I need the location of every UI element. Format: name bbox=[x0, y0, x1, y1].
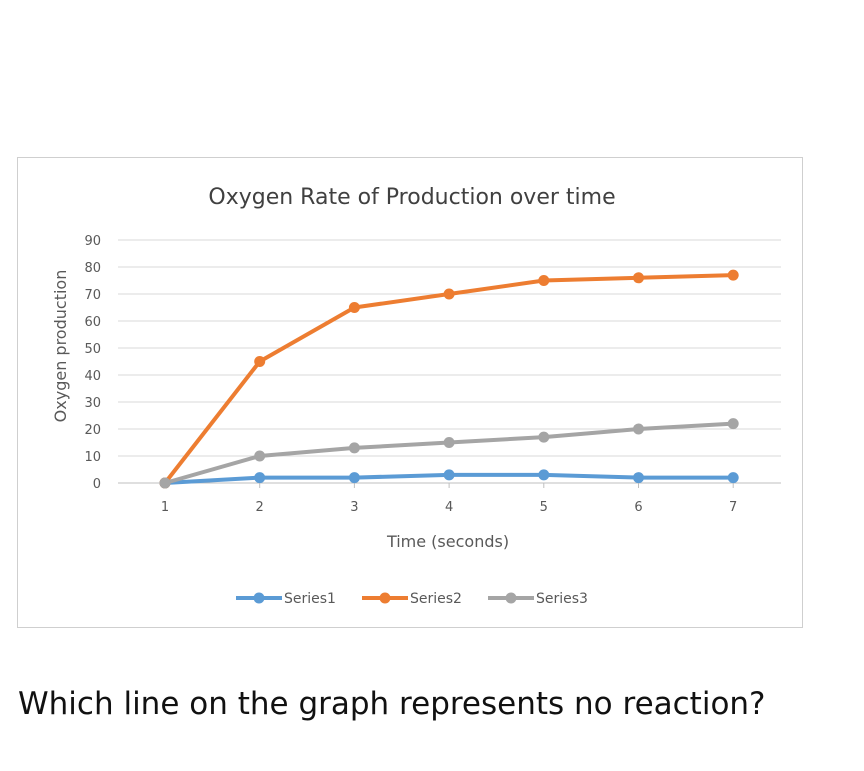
x-axis-title: Time (seconds) bbox=[386, 532, 509, 551]
chart-area: Oxygen Rate of Production over time 0 10 20… bbox=[17, 157, 803, 628]
data-point-series2 bbox=[727, 269, 739, 281]
data-point-series3 bbox=[159, 477, 171, 489]
data-point-series3 bbox=[348, 442, 360, 454]
y-tick-label: 30 bbox=[84, 396, 101, 411]
x-tick-label: 3 bbox=[350, 500, 358, 515]
y-tick-label: 50 bbox=[84, 342, 101, 357]
legend-marker-series2 bbox=[379, 592, 391, 604]
data-point-series1 bbox=[348, 472, 360, 484]
data-point-series1 bbox=[727, 472, 739, 484]
legend-marker-series1 bbox=[253, 592, 265, 604]
y-tick-label: 80 bbox=[84, 261, 101, 276]
chart-title: Oxygen Rate of Production over time bbox=[208, 185, 615, 210]
y-tick-label: 90 bbox=[84, 234, 101, 249]
data-point-series3 bbox=[727, 418, 739, 430]
x-tick-label: 6 bbox=[634, 500, 642, 515]
data-point-series1 bbox=[538, 469, 550, 481]
y-tick-label: 10 bbox=[84, 450, 101, 465]
y-tick-label: 70 bbox=[84, 288, 101, 303]
y-tick-label: 40 bbox=[84, 369, 101, 384]
data-point-series1 bbox=[443, 469, 455, 481]
data-point-series2 bbox=[348, 302, 360, 313]
x-tick-label: 2 bbox=[256, 500, 264, 515]
y-tick-label: 60 bbox=[84, 315, 101, 330]
legend-marker-series3 bbox=[505, 592, 517, 604]
x-tick-label: 1 bbox=[161, 500, 169, 515]
x-tick-label: 7 bbox=[729, 500, 737, 515]
series-line-series2 bbox=[163, 273, 736, 485]
data-point-series3 bbox=[633, 423, 644, 435]
data-point-series2 bbox=[254, 356, 266, 367]
data-point-series2 bbox=[443, 288, 455, 300]
x-tick-label: 5 bbox=[540, 500, 548, 515]
data-point-series3 bbox=[538, 431, 550, 443]
question-text: Which line on the graph represents no re… bbox=[18, 686, 766, 722]
y-axis-title: Oxygen production bbox=[51, 270, 70, 423]
data-point-series3 bbox=[443, 437, 455, 448]
data-point-series1 bbox=[254, 472, 266, 484]
data-point-series3 bbox=[254, 450, 266, 462]
x-tick-label: 4 bbox=[445, 500, 453, 515]
line-chart: Oxygen Rate of Production over time 0 10 20… bbox=[51, 185, 781, 607]
data-point-series1 bbox=[633, 472, 644, 484]
legend-label: Series3 bbox=[536, 591, 588, 607]
legend-label: Series1 bbox=[284, 591, 336, 607]
y-tick-label: 0 bbox=[93, 477, 101, 492]
data-point-series2 bbox=[538, 275, 550, 286]
y-tick-label: 20 bbox=[84, 423, 101, 438]
data-point-series2 bbox=[633, 272, 644, 284]
legend-label: Series2 bbox=[410, 591, 462, 607]
